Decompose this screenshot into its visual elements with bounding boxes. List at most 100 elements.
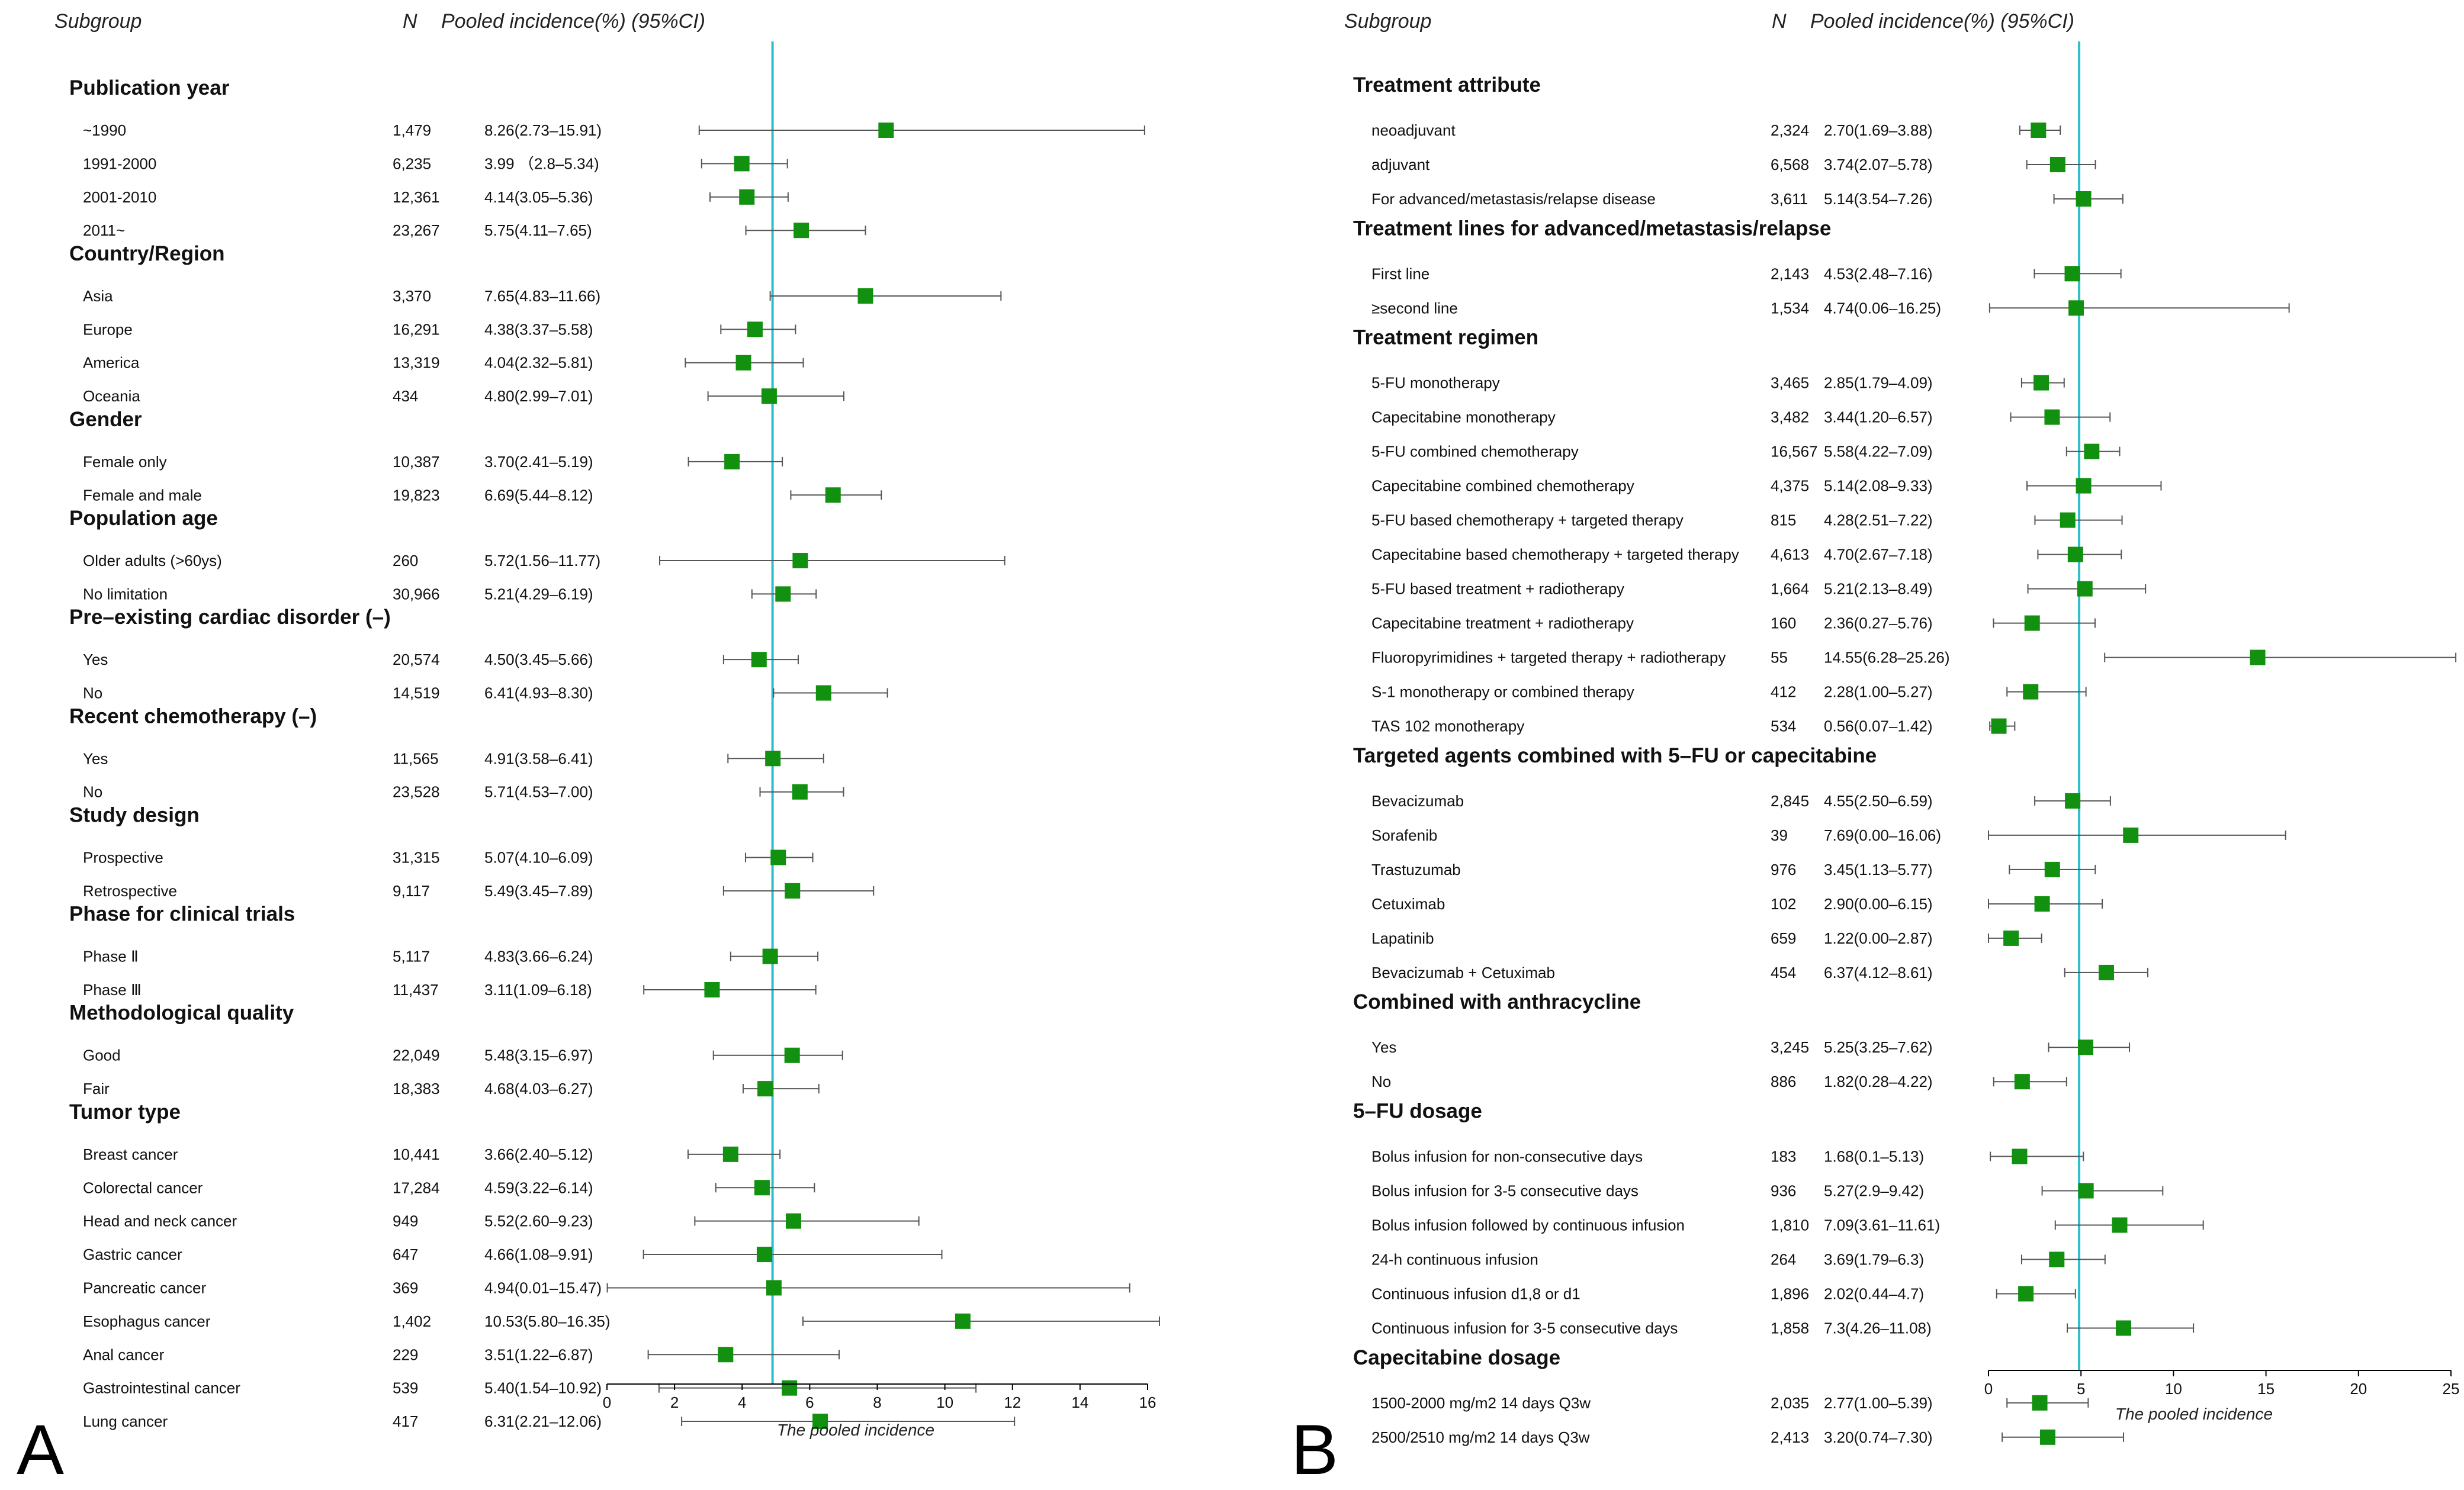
row-estimate-ci: 3.70(2.41–5.19) xyxy=(484,453,593,471)
row-label: 24-h continuous infusion xyxy=(1371,1251,1538,1269)
row-label: Capecitabine treatment + radiotherapy xyxy=(1371,614,1634,632)
row-label: Yes xyxy=(83,749,108,767)
row-label: No xyxy=(1371,1073,1391,1090)
row-estimate-ci: 4.80(2.99–7.01) xyxy=(484,387,593,405)
row-label: neoadjuvant xyxy=(1371,121,1456,139)
estimate-marker xyxy=(2078,1183,2094,1199)
row-estimate-ci: 2.28(1.00–5.27) xyxy=(1824,683,1933,701)
row-label: 2001-2010 xyxy=(83,188,156,206)
group-title: Capecitabine dosage xyxy=(1353,1346,1560,1369)
estimate-marker xyxy=(704,981,720,997)
estimate-marker xyxy=(2032,1395,2048,1411)
row-n: 264 xyxy=(1771,1251,1796,1269)
row-estimate-ci: 6.37(4.12–8.61) xyxy=(1824,964,1933,981)
row-estimate-ci: 5.21(2.13–8.49) xyxy=(1824,580,1933,598)
row-label: Older adults (>60ys) xyxy=(83,552,222,569)
estimate-marker xyxy=(815,685,831,701)
row-n: 976 xyxy=(1771,861,1796,878)
estimate-marker xyxy=(2084,443,2100,459)
estimate-marker xyxy=(747,321,763,337)
row-label: Cetuximab xyxy=(1371,895,1445,913)
estimate-marker xyxy=(770,849,786,865)
row-label: Female only xyxy=(83,453,167,471)
row-estimate-ci: 10.53(5.80–16.35) xyxy=(484,1312,611,1330)
row-n: 4,375 xyxy=(1771,477,1809,495)
estimate-marker xyxy=(784,1047,800,1063)
row-n: 1,810 xyxy=(1771,1217,1809,1234)
estimate-marker xyxy=(2065,793,2081,809)
row-label: Prospective xyxy=(83,848,163,866)
row-estimate-ci: 2.90(0.00–6.15) xyxy=(1824,895,1933,913)
row-n: 5,117 xyxy=(393,948,430,966)
row-n: 949 xyxy=(393,1212,418,1230)
estimate-marker xyxy=(2003,930,2019,946)
row-estimate-ci: 1.82(0.28–4.22) xyxy=(1824,1073,1933,1090)
row-label: 5-FU combined chemotherapy xyxy=(1371,443,1579,461)
row-n: 10,387 xyxy=(393,453,440,471)
row-estimate-ci: 14.55(6.28–25.26) xyxy=(1824,649,1950,667)
row-label: Continuous infusion d1,8 or d1 xyxy=(1371,1285,1580,1303)
header-n: N xyxy=(403,10,417,33)
estimate-marker xyxy=(762,948,778,964)
row-estimate-ci: 7.09(3.61–11.61) xyxy=(1824,1217,1940,1234)
row-n: 6,568 xyxy=(1771,156,1809,173)
row-n: 369 xyxy=(393,1279,418,1296)
row-estimate-ci: 4.68(4.03–6.27) xyxy=(484,1080,593,1098)
row-n: 2,035 xyxy=(1771,1394,1809,1412)
row-n: 1,402 xyxy=(393,1312,431,1330)
row-estimate-ci: 4.94(0.01–15.47) xyxy=(484,1279,602,1296)
x-tick-label: 0 xyxy=(1984,1380,1993,1398)
estimate-marker xyxy=(2067,546,2083,562)
estimate-marker xyxy=(2098,964,2114,980)
row-estimate-ci: 8.26(2.73–15.91) xyxy=(484,121,602,139)
group-title: Targeted agents combined with 5–FU or ca… xyxy=(1353,744,1877,767)
row-estimate-ci: 7.65(4.83–11.66) xyxy=(484,287,600,305)
row-n: 13,319 xyxy=(393,354,440,372)
x-tick-label: 10 xyxy=(936,1394,953,1411)
row-estimate-ci: 5.52(2.60–9.23) xyxy=(484,1212,593,1230)
estimate-marker xyxy=(812,1414,828,1430)
row-estimate-ci: 1.22(0.00–2.87) xyxy=(1824,929,1933,947)
row-label: Yes xyxy=(83,651,108,668)
row-label: S-1 monotherapy or combined therapy xyxy=(1371,683,1634,701)
estimate-marker xyxy=(792,784,808,800)
row-label: 2500/2510 mg/m2 14 days Q3w xyxy=(1371,1428,1590,1446)
row-label: For advanced/metastasis/relapse disease xyxy=(1371,190,1656,208)
row-estimate-ci: 3.44(1.20–6.57) xyxy=(1824,408,1933,426)
estimate-marker xyxy=(718,1347,734,1363)
row-label: Bevacizumab + Cetuximab xyxy=(1371,964,1555,981)
row-label: 2011~ xyxy=(83,221,125,239)
row-estimate-ci: 5.14(3.54–7.26) xyxy=(1824,190,1933,208)
row-n: 1,479 xyxy=(393,121,431,139)
row-estimate-ci: 5.48(3.15–6.97) xyxy=(484,1047,593,1064)
row-label: Oceania xyxy=(83,387,140,405)
row-label: Fluoropyrimidines + targeted therapy + r… xyxy=(1371,649,1726,667)
row-label: Phase Ⅲ xyxy=(83,981,142,999)
row-n: 9,117 xyxy=(393,882,430,900)
row-estimate-ci: 5.75(4.11–7.65) xyxy=(484,221,592,239)
row-label: ≥second line xyxy=(1371,299,1458,317)
row-estimate-ci: 5.27(2.9–9.42) xyxy=(1824,1182,1924,1200)
estimate-marker xyxy=(2060,512,2076,528)
estimate-marker xyxy=(757,1081,773,1097)
row-n: 16,291 xyxy=(393,320,440,338)
estimate-marker xyxy=(857,288,873,304)
estimate-marker xyxy=(2116,1320,2132,1336)
row-estimate-ci: 3.11(1.09–6.18) xyxy=(484,981,592,999)
estimate-marker xyxy=(785,883,801,899)
x-tick-label: 8 xyxy=(873,1394,881,1411)
row-n: 11,437 xyxy=(393,981,439,999)
row-n: 229 xyxy=(393,1346,418,1363)
row-n: 2,324 xyxy=(1771,121,1809,139)
row-n: 1,858 xyxy=(1771,1320,1809,1337)
row-estimate-ci: 5.07(4.10–6.09) xyxy=(484,848,593,866)
row-label: No xyxy=(83,684,102,702)
row-n: 30,966 xyxy=(393,585,440,603)
estimate-marker xyxy=(825,487,841,503)
row-n: 10,441 xyxy=(393,1145,440,1163)
row-label: No xyxy=(83,783,102,801)
group-title: Study design xyxy=(69,803,200,826)
row-n: 160 xyxy=(1771,614,1796,632)
estimate-marker xyxy=(722,1146,738,1162)
row-estimate-ci: 4.55(2.50–6.59) xyxy=(1824,792,1933,810)
